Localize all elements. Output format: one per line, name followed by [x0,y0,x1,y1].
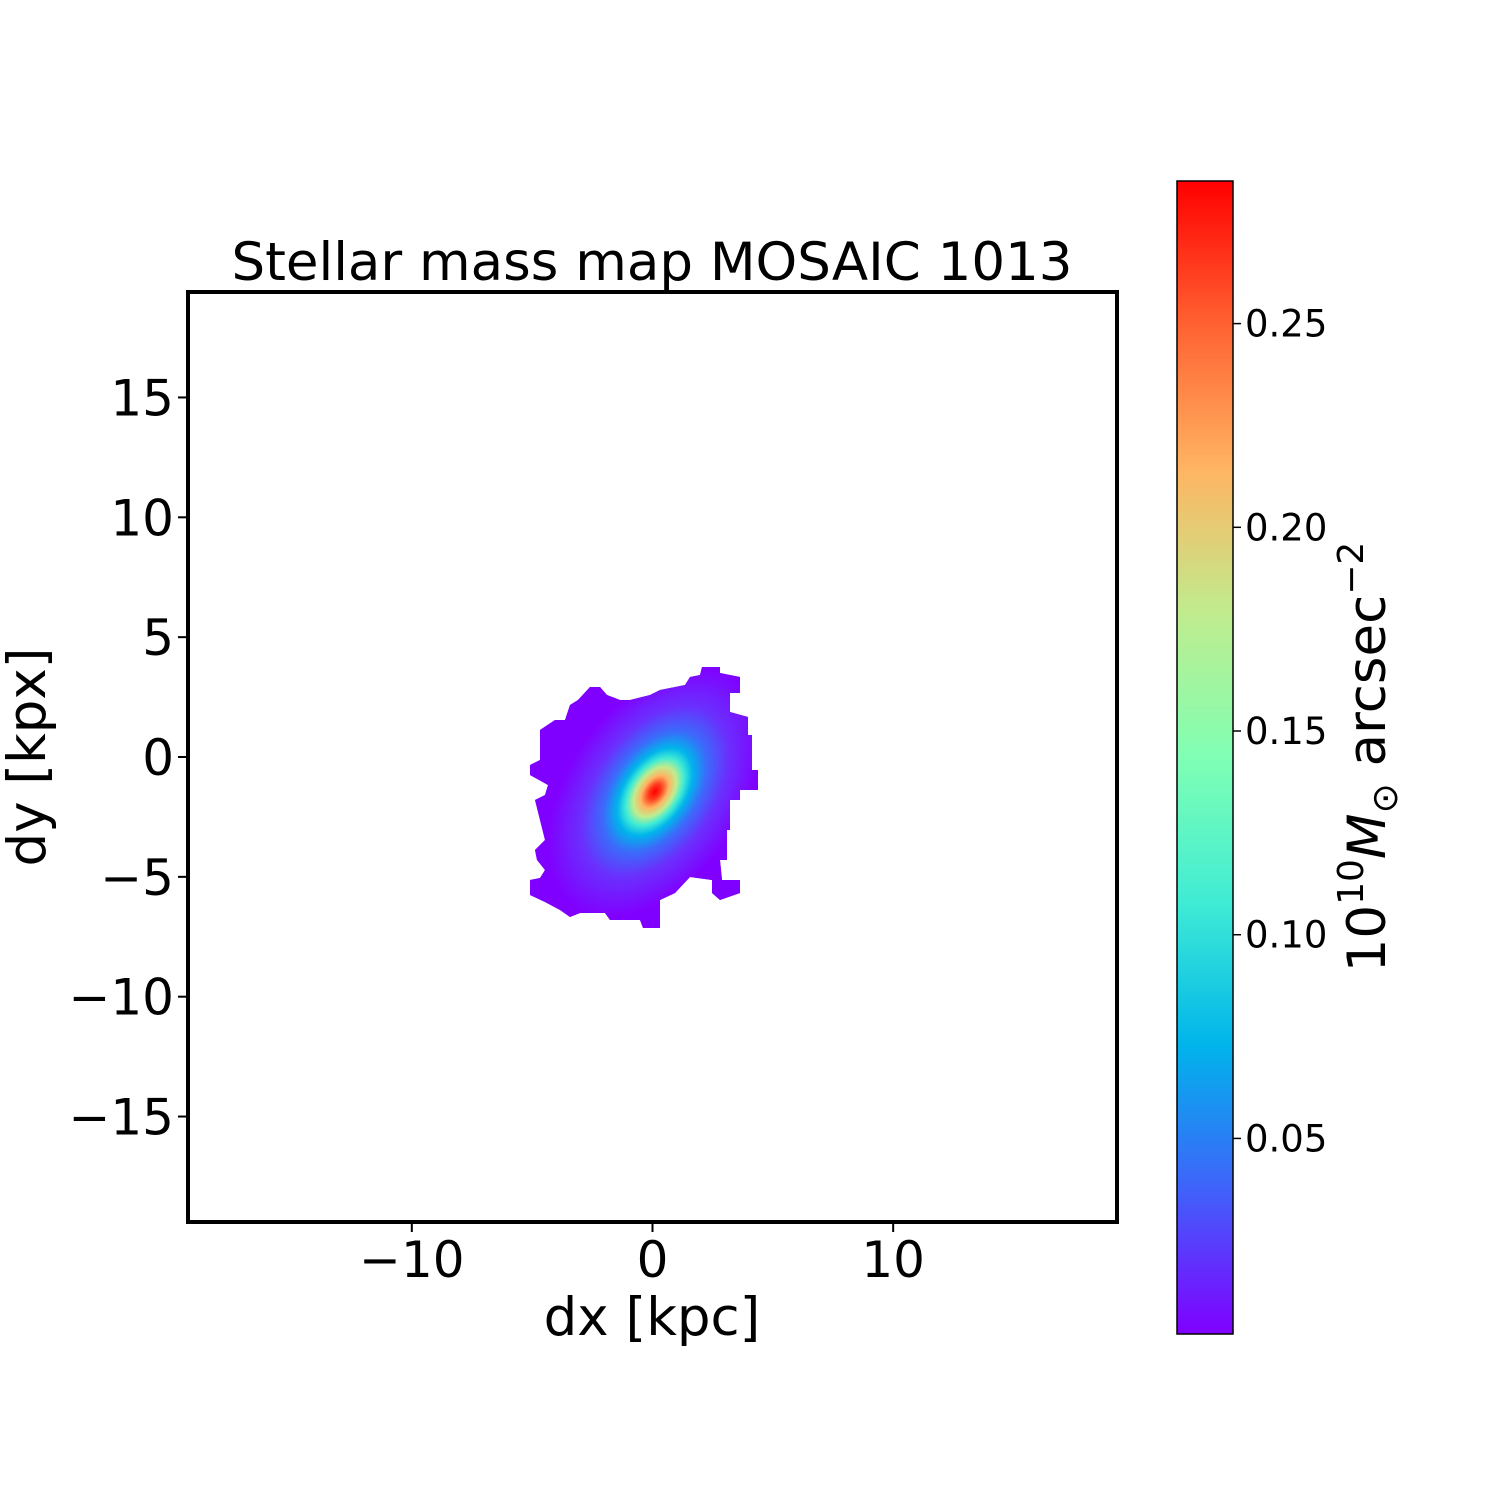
colorbar-tick-label: 0.20 [1245,506,1327,549]
colorbar-tick-label: 0.05 [1245,1117,1327,1160]
y-tick-label: 15 [110,369,174,427]
colorbar-axis: 0.05 0.10 0.15 0.20 0.25 [1233,303,1327,1160]
x-tick-label: 0 [637,1231,669,1289]
y-tick-label: −15 [68,1089,174,1147]
source-core [530,667,758,928]
y-axis: −15 −10 −5 0 5 10 15 [68,369,188,1147]
y-tick-label: 10 [110,489,174,547]
colorbar-label: 1010M⊙ arcsec−2 [1331,542,1406,973]
y-axis-label: dy [kpx] [0,648,58,867]
colorbar-tick-label: 0.15 [1245,710,1327,753]
y-tick-label: −10 [68,969,174,1027]
heatmap-image [530,667,758,928]
x-tick-label: 10 [861,1231,925,1289]
x-tick-label: −10 [359,1231,465,1289]
x-axis-label: dx [kpc] [544,1287,761,1348]
y-tick-label: 0 [142,729,174,787]
y-tick-label: −5 [100,849,174,907]
colorbar-tick-label: 0.10 [1245,914,1327,957]
colorbar [1176,180,1234,1335]
chart-title: Stellar mass map MOSAIC 1013 [231,232,1072,293]
y-tick-label: 5 [142,609,174,667]
colorbar-tick-label: 0.25 [1245,303,1327,346]
x-axis: −10 0 10 [359,1222,925,1289]
